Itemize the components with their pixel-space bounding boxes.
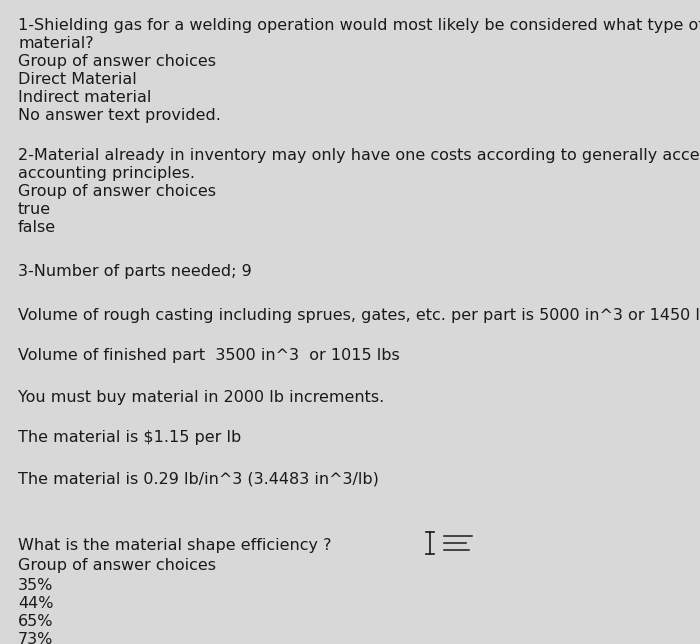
Text: Direct Material: Direct Material [18,72,136,87]
Text: 3-Number of parts needed; 9: 3-Number of parts needed; 9 [18,264,252,279]
Text: 73%: 73% [18,632,53,644]
Text: accounting principles.: accounting principles. [18,166,195,181]
Text: Group of answer choices: Group of answer choices [18,558,216,573]
Text: Indirect material: Indirect material [18,90,151,105]
Text: You must buy material in 2000 lb increments.: You must buy material in 2000 lb increme… [18,390,384,405]
Text: 35%: 35% [18,578,53,593]
Text: The material is 0.29 lb/in^3 (3.4483 in^3/lb): The material is 0.29 lb/in^3 (3.4483 in^… [18,472,379,487]
Text: 44%: 44% [18,596,53,611]
Text: false: false [18,220,56,235]
Text: The material is $1.15 per lb: The material is $1.15 per lb [18,430,241,445]
Text: 1-Shielding gas for a welding operation would most likely be considered what typ: 1-Shielding gas for a welding operation … [18,18,700,33]
Text: Group of answer choices: Group of answer choices [18,54,216,69]
Text: Volume of rough casting including sprues, gates, etc. per part is 5000 in^3 or 1: Volume of rough casting including sprues… [18,308,700,323]
Text: 2-Material already in inventory may only have one costs according to generally a: 2-Material already in inventory may only… [18,148,700,163]
Text: 65%: 65% [18,614,53,629]
Text: material?: material? [18,36,94,51]
Text: No answer text provided.: No answer text provided. [18,108,221,123]
Text: Volume of finished part  3500 in^3  or 1015 lbs: Volume of finished part 3500 in^3 or 101… [18,348,400,363]
Text: true: true [18,202,51,217]
Text: Group of answer choices: Group of answer choices [18,184,216,199]
Text: What is the material shape efficiency ?: What is the material shape efficiency ? [18,538,332,553]
